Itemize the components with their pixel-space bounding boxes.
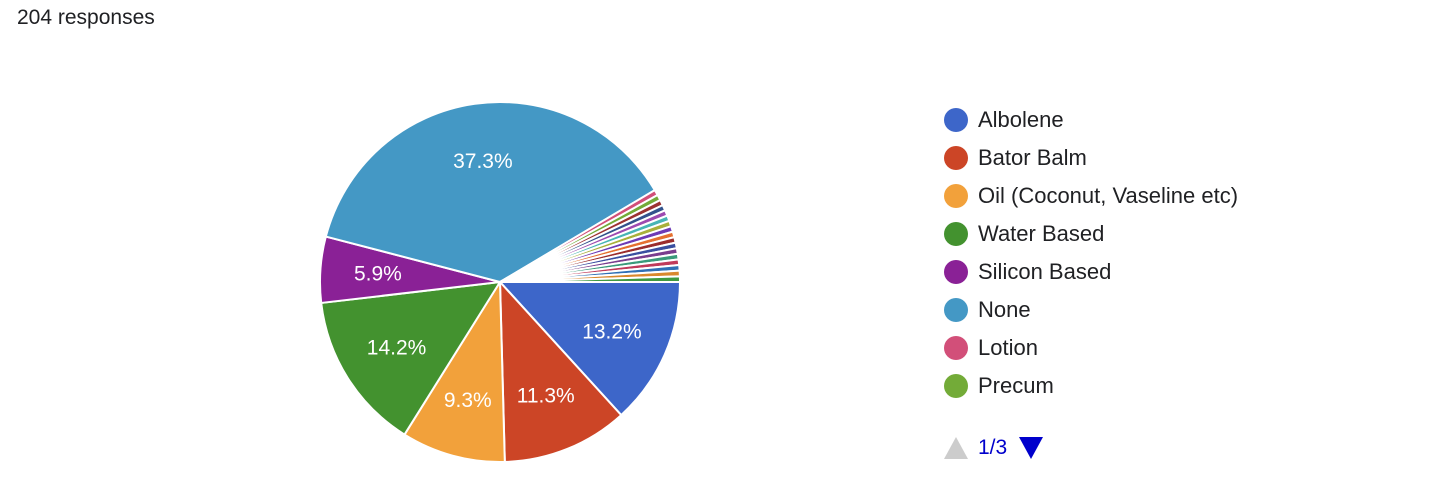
legend-item[interactable]: Bator Balm [944, 139, 1424, 177]
pie-slice-water-based[interactable] [320, 280, 502, 436]
legend-item[interactable]: Albolene [944, 101, 1424, 139]
legend-swatch [944, 108, 968, 132]
legend-swatch [944, 336, 968, 360]
legend: Albolene Bator Balm Oil (Coconut, Vaseline… [944, 101, 1424, 405]
legend-label: Bator Balm [978, 145, 1087, 170]
legend-swatch [944, 222, 968, 246]
pie-slice-albolene[interactable] [497, 281, 682, 417]
legend-item[interactable]: Silicon Based [944, 253, 1424, 291]
legend-item[interactable]: Precum [944, 367, 1424, 405]
legend-pager: 1/3 [944, 436, 1044, 460]
legend-swatch [944, 260, 968, 284]
legend-page-indicator: 1/3 [978, 436, 1008, 459]
pie-slice-oil-coconut-vaseline-etc[interactable] [403, 278, 506, 463]
slice-percent-label: 5.9% [354, 263, 402, 286]
slice-percent-label: 11.3% [517, 385, 575, 408]
legend-label: Oil (Coconut, Vaseline etc) [978, 183, 1239, 208]
legend-item[interactable]: Water Based [944, 215, 1424, 253]
legend-label: Water Based [978, 221, 1105, 246]
legend-label: None [978, 297, 1031, 322]
slice-percent-label: 13.2% [582, 320, 642, 343]
pie-slice-none[interactable] [324, 101, 657, 284]
legend-item[interactable]: Lotion [944, 329, 1424, 367]
legend-label: Silicon Based [978, 259, 1112, 284]
legend-swatch [944, 374, 968, 398]
response-count: 204 responses [17, 6, 155, 29]
legend-swatch [944, 146, 968, 170]
legend-item[interactable]: Oil (Coconut, Vaseline etc) [944, 177, 1424, 215]
pie-slice-22[interactable] [499, 275, 682, 283]
slice-percent-label: 9.3% [444, 389, 492, 412]
legend-label: Albolene [978, 107, 1064, 132]
legend-swatch [944, 298, 968, 322]
legend-item[interactable]: None [944, 291, 1424, 329]
legend-swatch [944, 184, 968, 208]
legend-label: Precum [978, 373, 1054, 398]
pie-slice-bator-balm[interactable] [498, 279, 623, 463]
slice-percent-label: 37.3% [453, 150, 513, 173]
triangle-up-icon[interactable] [944, 437, 968, 459]
legend-label: Lotion [978, 335, 1038, 360]
slice-percent-label: 14.2% [367, 336, 427, 359]
triangle-down-icon[interactable] [1019, 437, 1044, 459]
